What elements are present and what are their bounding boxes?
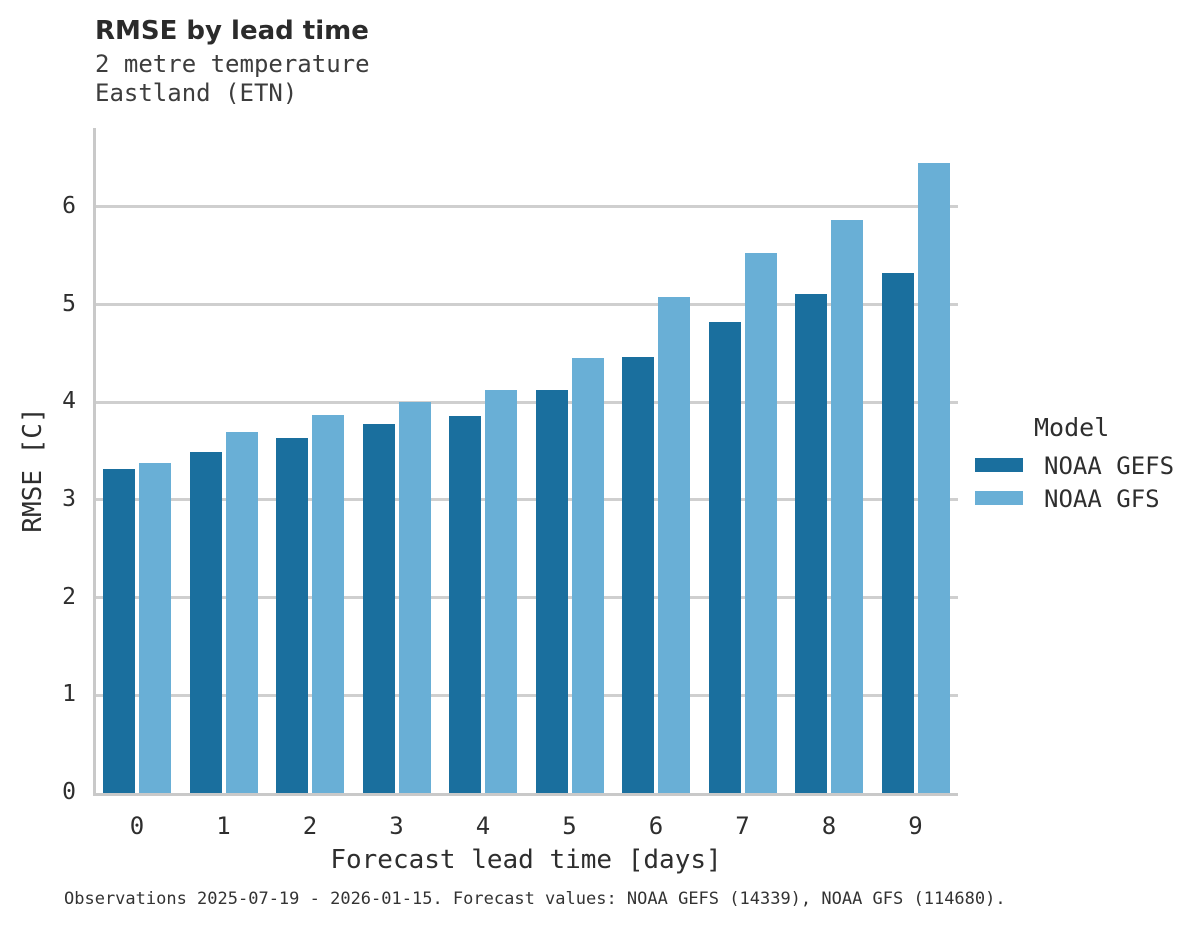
bar-noaa-gfs-day-2: [312, 414, 344, 793]
legend-label-noaa-gefs: NOAA GEFS: [1044, 452, 1175, 480]
bar-noaa-gefs-day-4: [449, 415, 481, 793]
y-tick-label-0: 0: [62, 779, 76, 805]
bar-noaa-gefs-day-6: [622, 357, 654, 793]
x-tick-label-3: 3: [389, 812, 404, 840]
bar-noaa-gfs-day-7: [744, 252, 777, 793]
gridline-y-6: [94, 205, 958, 209]
bar-noaa-gefs-day-8: [795, 293, 827, 793]
y-tick-label-5: 5: [62, 290, 76, 317]
x-tick-label-6: 6: [648, 812, 664, 840]
x-tick-label-7: 7: [735, 812, 750, 840]
x-tick-label-9: 9: [908, 812, 923, 840]
x-tick-label-8: 8: [821, 812, 837, 840]
gridline-y-4: [94, 400, 958, 404]
bar-noaa-gfs-day-0: [139, 462, 171, 793]
y-axis-spine: [92, 128, 96, 795]
x-tick-label-2: 2: [302, 812, 318, 840]
legend-title: Model: [1034, 413, 1110, 442]
legend-swatch-noaa-gfs: [975, 491, 1023, 505]
legend-label-noaa-gfs: NOAA GFS: [1044, 485, 1160, 513]
bar-noaa-gfs-day-5: [571, 358, 604, 793]
subtitle-line-location: Eastland (ETN): [95, 79, 298, 107]
x-tick-label-5: 5: [562, 812, 577, 840]
y-tick-label-6: 6: [62, 192, 76, 219]
bar-noaa-gefs-day-0: [103, 468, 135, 793]
bar-noaa-gefs-day-1: [189, 452, 222, 793]
bar-noaa-gefs-day-7: [708, 322, 741, 793]
gridline-y-3: [94, 498, 958, 502]
bar-noaa-gefs-day-5: [535, 390, 568, 793]
x-tick-label-4: 4: [475, 812, 491, 840]
bar-noaa-gefs-day-2: [276, 438, 308, 793]
bar-noaa-gefs-day-9: [881, 273, 914, 793]
caption-text: Observations 2025-07-19 - 2026-01-15. Fo…: [64, 889, 1006, 909]
subtitle-line-variable: 2 metre temperature: [95, 50, 370, 78]
bar-noaa-gfs-day-9: [917, 162, 950, 793]
x-tick-label-1: 1: [216, 812, 231, 840]
bar-noaa-gfs-day-6: [658, 296, 690, 793]
y-tick-label-3: 3: [62, 485, 76, 512]
y-tick-label-2: 2: [62, 583, 76, 610]
y-tick-label-1: 1: [62, 681, 76, 708]
y-tick-label-4: 4: [62, 388, 76, 415]
x-axis-title: Forecast lead time [days]: [330, 845, 722, 875]
bar-noaa-gfs-day-8: [831, 219, 863, 793]
bar-noaa-gefs-day-3: [362, 423, 395, 793]
gridline-y-2: [94, 596, 958, 600]
x-axis-spine: [92, 792, 958, 796]
legend-swatch-noaa-gefs: [975, 458, 1023, 472]
bar-noaa-gfs-day-4: [485, 390, 517, 793]
bar-noaa-gfs-day-1: [225, 431, 258, 793]
chart-subtitle: 2 metre temperature Eastland (ETN): [95, 50, 370, 108]
bar-noaa-gfs-day-3: [398, 402, 431, 793]
x-tick-label-0: 0: [129, 812, 145, 840]
gridline-y-5: [94, 303, 958, 306]
gridline-y-1: [94, 693, 958, 697]
y-axis-title: RMSE [C]: [18, 407, 48, 533]
chart-title: RMSE by lead time: [95, 16, 369, 46]
